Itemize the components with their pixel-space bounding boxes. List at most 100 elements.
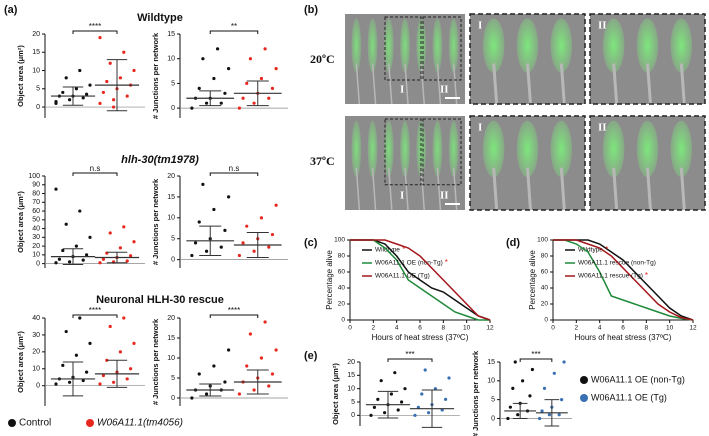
worm-body — [388, 63, 393, 105]
row-title: hlh-30(tm1978) — [121, 154, 199, 166]
data-point — [393, 371, 397, 375]
data-point — [245, 224, 249, 228]
data-point — [245, 81, 249, 86]
worm-body — [355, 63, 361, 105]
fluorescence — [482, 120, 505, 178]
data-point — [267, 245, 271, 249]
significance: *** — [531, 350, 540, 359]
x-tick-label: 12 — [486, 325, 494, 332]
legend-label: Wildtype — [578, 247, 603, 254]
y-tick-label: 80 — [541, 253, 549, 260]
data-point — [132, 240, 136, 244]
y-tick-label: 60 — [541, 269, 549, 276]
data-point — [132, 341, 136, 345]
worm-body — [371, 63, 377, 105]
y-tick-label: 10 — [167, 56, 175, 63]
data-point — [263, 47, 267, 51]
fluorescence — [602, 120, 625, 178]
panel-label: (b) — [304, 4, 318, 16]
y-tick-label: 10 — [32, 67, 40, 74]
data-point — [372, 405, 376, 409]
y-tick-label: 20 — [541, 301, 549, 308]
fluorescence — [367, 120, 378, 178]
data-point — [204, 249, 209, 253]
x-tick-label: 0 — [551, 325, 555, 332]
data-point — [64, 329, 68, 334]
y-tick-label: 20 — [338, 301, 346, 308]
x-tick-label: 6 — [621, 325, 625, 332]
axes — [552, 240, 693, 321]
data-point — [54, 261, 58, 265]
data-point — [74, 87, 78, 91]
y-tick-label: 0 — [341, 317, 345, 324]
y-tick-label: 0 — [171, 395, 175, 402]
data-point — [274, 348, 278, 352]
fluorescence — [670, 120, 693, 178]
data-point — [270, 86, 275, 90]
data-point — [227, 195, 231, 199]
data-point — [61, 90, 65, 95]
data-point — [552, 371, 556, 375]
y-tick-label: 0 — [36, 104, 40, 111]
inset-label: II — [598, 122, 607, 134]
data-point — [78, 68, 82, 73]
data-point — [444, 397, 448, 401]
y-tick-label: 5 — [171, 236, 175, 243]
worm-body — [612, 167, 619, 211]
x-axis-label: Hours of heat stress (37ºC) — [372, 333, 469, 342]
y-axis-label: # Junctions per network — [151, 318, 160, 405]
data-point — [57, 257, 62, 261]
worm-body — [526, 63, 532, 105]
data-point — [64, 76, 68, 80]
fluorescence — [351, 120, 362, 178]
panel-label: (a) — [4, 4, 18, 16]
survival-line — [553, 239, 694, 321]
y-axis-label: Object area (μm²) — [16, 191, 25, 253]
worm-body — [452, 167, 458, 211]
y-tick-label: 100 — [537, 237, 548, 244]
data-point — [516, 413, 520, 417]
y-tick-label: 60 — [338, 269, 346, 276]
data-point — [528, 394, 532, 398]
y-tick-label: 15 — [167, 31, 175, 38]
data-point — [413, 413, 417, 417]
x-tick-label: 4 — [598, 325, 602, 332]
legend-label: W06A11.1 OE (Tg) — [591, 392, 667, 402]
data-point — [542, 386, 547, 390]
data-point — [68, 260, 72, 264]
data-point — [74, 353, 78, 357]
data-point — [423, 368, 427, 372]
fluorescence — [670, 18, 693, 73]
worm-body — [679, 63, 686, 105]
data-point — [204, 392, 209, 396]
data-point — [85, 253, 89, 257]
data-point — [547, 413, 551, 417]
y-axis-label: Percentage alive — [325, 250, 334, 310]
data-point — [68, 380, 72, 384]
panel-label: (c) — [304, 237, 318, 249]
inset-box — [384, 16, 422, 81]
y-tick-label: 15 — [167, 194, 175, 201]
data-point — [197, 372, 201, 376]
significance-bracket — [387, 358, 433, 362]
data-point — [379, 379, 383, 383]
data-point — [259, 76, 264, 81]
data-point — [112, 98, 116, 102]
data-point — [204, 101, 209, 105]
y-tick-label: 0 — [36, 260, 40, 267]
worm-body — [646, 167, 652, 211]
data-point — [78, 209, 82, 213]
data-point — [54, 382, 58, 386]
legend-label: W06A11.1 OE (Tg) — [375, 273, 430, 280]
worm-body — [371, 167, 377, 211]
fluorescence — [351, 18, 362, 73]
y-tick-label: 10 — [32, 252, 40, 259]
y-axis-label: Object area (μm²) — [16, 45, 25, 107]
data-point — [108, 231, 112, 235]
y-tick-label: 10 — [167, 215, 175, 222]
significance-bracket — [72, 30, 118, 34]
data-point — [197, 86, 201, 90]
data-point — [241, 241, 245, 245]
data-point — [212, 76, 216, 81]
